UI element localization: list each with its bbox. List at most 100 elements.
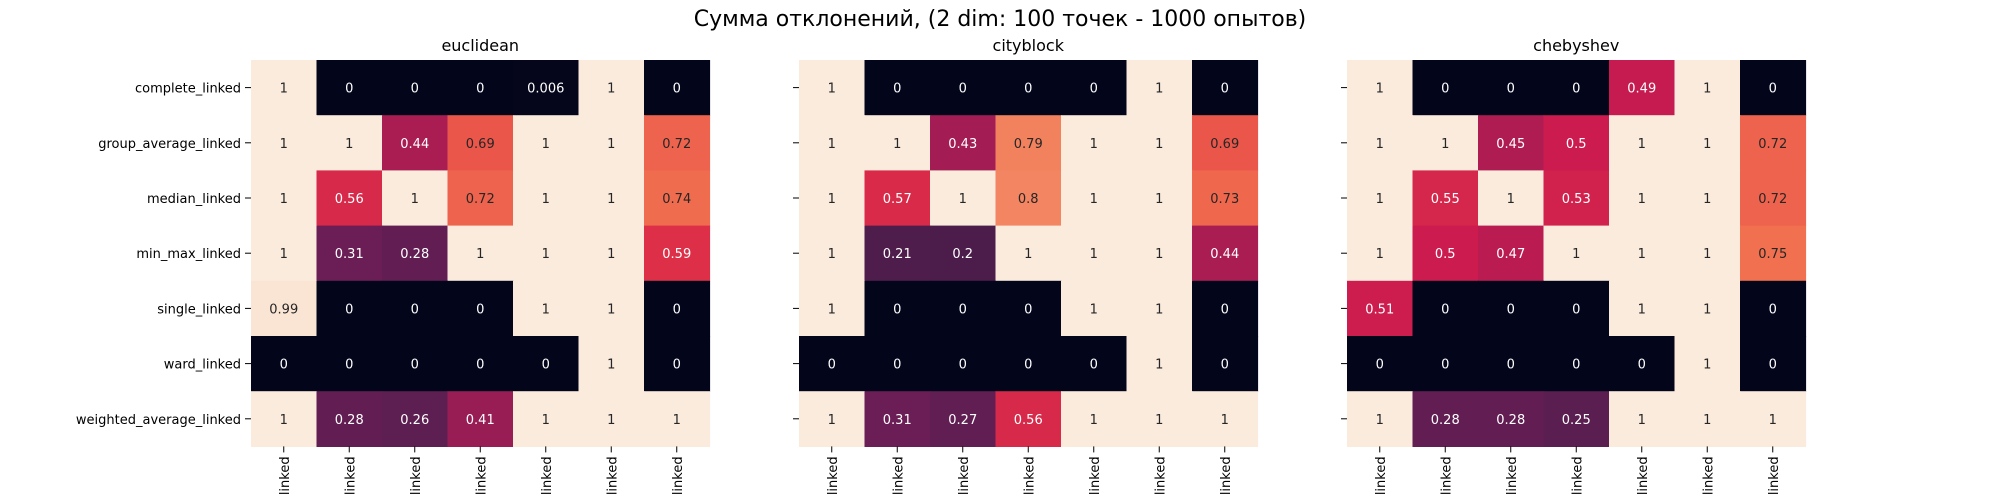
column-label: linked: [409, 456, 424, 495]
column-label: linked: [671, 456, 686, 495]
cell-value-label: 0: [1441, 358, 1449, 373]
heatmap-cell: [1412, 280, 1479, 337]
heatmap-cell: [1347, 115, 1414, 171]
heatmap-cell: [1740, 115, 1807, 171]
cell-value-label: 1: [607, 247, 615, 262]
heatmap-cell: [1192, 391, 1259, 447]
cell-value-label: 1: [542, 302, 550, 317]
heatmap-cell: [1347, 60, 1414, 116]
heatmap-cell: [316, 60, 383, 116]
heatmap-cell: [382, 60, 449, 116]
cell-value-label: 0.73: [1210, 192, 1239, 207]
heatmap-cell: [1412, 115, 1479, 171]
heatmap-cell: [864, 115, 931, 171]
heatmap-cell: [1412, 60, 1479, 116]
cell-value-label: 1: [280, 192, 288, 207]
cell-value-label: 0.31: [335, 247, 364, 262]
heatmap-cell: [513, 115, 580, 171]
heatmap-cell: [1192, 170, 1259, 227]
heatmap-cell: [382, 391, 449, 447]
heatmap-cell: [644, 60, 711, 116]
cell-value-label: 1: [1703, 192, 1711, 207]
cell-value-label: 0: [411, 302, 419, 317]
cell-value-label: 0: [673, 82, 681, 97]
cell-value-label: 1: [1638, 247, 1646, 262]
cell-value-label: 1: [1155, 82, 1163, 97]
cell-value-label: 0: [893, 302, 901, 317]
heatmap-cell: [251, 60, 318, 116]
heatmap-cell: [1347, 336, 1414, 392]
heatmap-cell: [995, 115, 1062, 171]
cell-value-label: 0.47: [1496, 247, 1525, 262]
heatmap-cell: [578, 170, 645, 227]
heatmap-cell: [1192, 115, 1259, 171]
cell-value-label: 0.72: [1758, 137, 1787, 152]
heatmap-cell: [251, 170, 318, 227]
heatmap-cell: [1192, 280, 1259, 337]
cell-value-label: 0.74: [662, 192, 691, 207]
column-label: linked: [1153, 456, 1168, 495]
cell-value-label: 0.69: [466, 137, 495, 152]
cell-value-label: 1: [1376, 137, 1384, 152]
cell-value-label: 1: [411, 192, 419, 207]
heatmap-cell: [1609, 336, 1676, 392]
heatmap-cell: [1543, 336, 1610, 392]
heatmap-cell: [578, 391, 645, 447]
column-label: linked: [474, 456, 489, 495]
cell-value-label: 0.69: [1210, 137, 1239, 152]
cell-value-label: 0: [1572, 82, 1580, 97]
cell-value-label: 1: [1638, 192, 1646, 207]
heatmap-cell: [995, 336, 1062, 392]
heatmap-cell: [1412, 225, 1479, 282]
heatmap-cell: [799, 280, 866, 337]
cell-value-label: 1: [1376, 247, 1384, 262]
heatmap-cell: [930, 170, 997, 227]
cell-value-label: 0: [345, 82, 353, 97]
heatmap-cell: [1674, 60, 1741, 116]
heatmap-cell: [644, 225, 711, 282]
cell-value-label: 0: [345, 358, 353, 373]
panel-title: chebyshev: [1533, 36, 1619, 55]
cell-value-label: 0.49: [1627, 82, 1656, 97]
cell-value-label: 0.99: [269, 302, 298, 317]
cell-value-label: 1: [1155, 247, 1163, 262]
heatmap-cell: [1740, 391, 1807, 447]
cell-value-label: 1: [1638, 302, 1646, 317]
cell-value-label: 1: [1090, 413, 1098, 428]
heatmap-cell: [1478, 115, 1545, 171]
cell-value-label: 1: [673, 413, 681, 428]
cell-value-label: 0: [1638, 358, 1646, 373]
heatmap-cell: [251, 336, 318, 392]
cell-value-label: 0.44: [1210, 247, 1239, 262]
cell-value-label: 0: [1024, 82, 1032, 97]
cell-value-label: 0: [1572, 358, 1580, 373]
cell-value-label: 1: [1155, 137, 1163, 152]
heatmap-cell: [1347, 391, 1414, 447]
heatmap-cell: [1126, 391, 1193, 447]
cell-value-label: 1: [476, 247, 484, 262]
cell-value-label: 0: [1090, 82, 1098, 97]
heatmap-cell: [1543, 170, 1610, 227]
cell-value-label: 1: [1155, 358, 1163, 373]
cell-value-label: 1: [1703, 413, 1711, 428]
cell-value-label: 1: [1703, 358, 1711, 373]
column-label: linked: [1570, 456, 1585, 495]
heatmap-panel: cityblock 1 0 0 0 0 1 0 1 1 0.43 0.79 1 1 0.69 1 0.57 1 0.…: [793, 36, 1259, 495]
cell-value-label: 1: [1703, 247, 1711, 262]
heatmap-cell: [1740, 60, 1807, 116]
cell-value-label: 0.55: [1431, 192, 1460, 207]
cell-value-label: 1: [1703, 302, 1711, 317]
cell-value-label: 1: [828, 302, 836, 317]
column-label: linked: [1374, 456, 1389, 495]
heatmap-cell: [1740, 336, 1807, 392]
cell-value-label: 0.79: [1014, 137, 1043, 152]
heatmap-cell: [930, 391, 997, 447]
cell-value-label: 0.8: [1018, 192, 1039, 207]
heatmap-cell: [1543, 225, 1610, 282]
heatmap-cell: [447, 280, 514, 337]
heatmap-cell: [995, 280, 1062, 337]
heatmap-cell: [1192, 225, 1259, 282]
cell-value-label: 0.006: [527, 82, 564, 97]
cell-value-label: 1: [828, 413, 836, 428]
